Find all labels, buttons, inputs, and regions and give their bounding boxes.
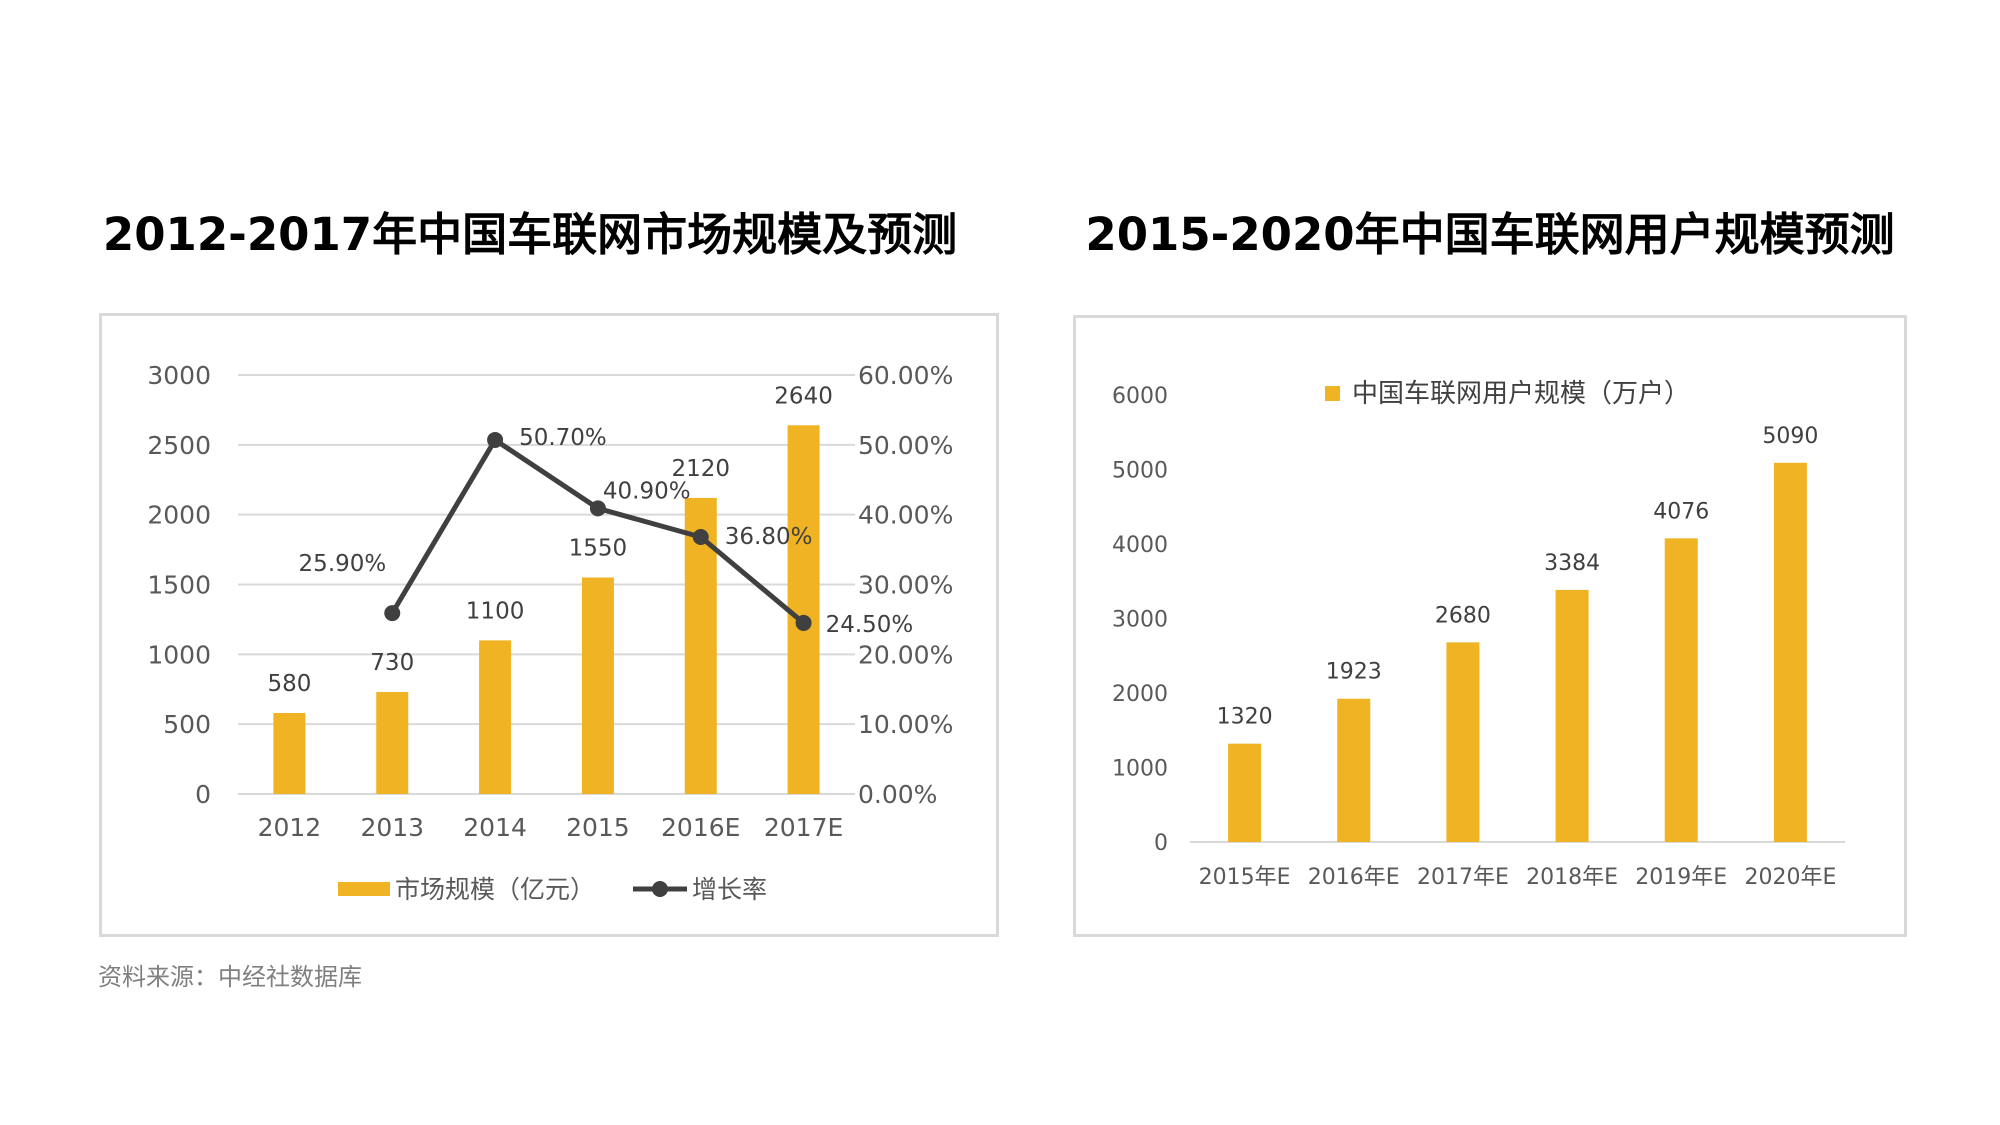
- chart2-xtick: 2016年E: [1308, 865, 1400, 890]
- chart1-growth-label: 50.70%: [519, 425, 607, 451]
- chart2-bar-label: 4076: [1653, 499, 1709, 524]
- chart1-bar-label: 1100: [466, 598, 525, 624]
- chart1-bar: [581, 577, 614, 794]
- chart1-growth-point: [384, 605, 401, 622]
- chart1-bar-label: 2640: [774, 383, 833, 409]
- chart1-growth-label: 36.80%: [725, 524, 813, 550]
- chart1-bar: [479, 640, 512, 794]
- chart1-growth-label: 25.90%: [299, 551, 387, 577]
- chart1-ytick: 2500: [147, 431, 211, 460]
- chart2-ytick: 2000: [1112, 682, 1168, 707]
- chart1-xtick: 2015: [566, 813, 630, 842]
- chart2-ytick: 1000: [1112, 757, 1168, 782]
- chart2-bar-label: 3384: [1544, 551, 1600, 576]
- chart2-xtick: 2015年E: [1199, 865, 1291, 890]
- chart1-xtick: 2017E: [764, 813, 843, 842]
- chart1-ytick: 500: [163, 710, 211, 739]
- chart2-xtick: 2019年E: [1635, 865, 1727, 890]
- chart2-ytick: 6000: [1112, 384, 1168, 409]
- chart2-bar-label: 1320: [1217, 705, 1273, 730]
- chart1-bar-label: 580: [267, 671, 311, 697]
- chart1-frame: [99, 313, 999, 937]
- chart2-ytick: 0: [1154, 831, 1168, 856]
- chart2-bar: [1228, 743, 1262, 842]
- chart1-growth-label: 40.90%: [603, 478, 691, 504]
- chart1-y2tick: 0.00%: [858, 780, 937, 809]
- chart2-bar-label: 1923: [1326, 660, 1382, 685]
- chart1-title: 2012-2017年中国车联网市场规模及预测: [102, 208, 958, 261]
- chart1-legend-bar-swatch: [338, 882, 390, 896]
- chart2-bar: [1555, 589, 1589, 842]
- chart1-legend-line-marker: [652, 881, 668, 897]
- source-note: 资料来源：中经社数据库: [98, 963, 362, 991]
- chart1-growth-point: [692, 529, 709, 546]
- chart2-frame: [1073, 315, 1907, 937]
- chart1-xtick: 2016E: [661, 813, 740, 842]
- chart1-xtick: 2014: [463, 813, 527, 842]
- chart2-bar: [1664, 538, 1698, 842]
- chart2-xtick: 2018年E: [1526, 865, 1618, 890]
- chart1-y2tick: 30.00%: [858, 571, 953, 600]
- chart1-ytick: 3000: [147, 361, 211, 390]
- chart2-bar: [1337, 698, 1371, 842]
- chart1-legend-bar-label: 市场规模（亿元）: [395, 875, 595, 904]
- chart1-y2tick: 50.00%: [858, 431, 953, 460]
- chart1-ytick: 0: [195, 780, 211, 809]
- chart1-y2tick: 60.00%: [858, 361, 953, 390]
- chart1-bar-label: 2120: [671, 456, 730, 482]
- chart1-bar-label: 1550: [569, 536, 628, 562]
- chart2-ytick: 4000: [1112, 533, 1168, 558]
- chart1-growth-point: [795, 614, 812, 631]
- chart2-ytick: 5000: [1112, 459, 1168, 484]
- chart1-ytick: 2000: [147, 501, 211, 530]
- chart1-bar: [787, 425, 820, 794]
- chart2-bar-label: 2680: [1435, 603, 1491, 628]
- chart2-title: 2015-2020年中国车联网用户规模预测: [1085, 208, 1895, 261]
- chart1-y2tick: 20.00%: [858, 640, 953, 669]
- chart1-xtick: 2013: [360, 813, 424, 842]
- chart2-xtick: 2020年E: [1744, 865, 1836, 890]
- chart2-legend-swatch: [1325, 386, 1340, 401]
- chart1-bar-label: 730: [370, 650, 414, 676]
- chart2-legend-label: 中国车联网用户规模（万户）: [1352, 379, 1690, 409]
- chart2-bar: [1773, 462, 1807, 842]
- chart1-growth-point: [589, 500, 606, 517]
- chart1-bar: [273, 712, 306, 794]
- chart1-xtick: 2012: [258, 813, 322, 842]
- chart1-bar: [376, 692, 409, 794]
- chart1-legend-line-label: 增长率: [692, 875, 767, 904]
- chart2-xtick: 2017年E: [1417, 865, 1509, 890]
- chart1-ytick: 1000: [147, 640, 211, 669]
- chart1-y2tick: 40.00%: [858, 501, 953, 530]
- chart1-growth-label: 24.50%: [826, 612, 914, 638]
- chart2-ytick: 3000: [1112, 608, 1168, 633]
- chart1-y2tick: 10.00%: [858, 710, 953, 739]
- chart2-bar-label: 5090: [1762, 424, 1818, 449]
- chart1-growth-point: [487, 431, 504, 448]
- chart1-ytick: 1500: [147, 571, 211, 600]
- chart2-bar: [1446, 642, 1480, 842]
